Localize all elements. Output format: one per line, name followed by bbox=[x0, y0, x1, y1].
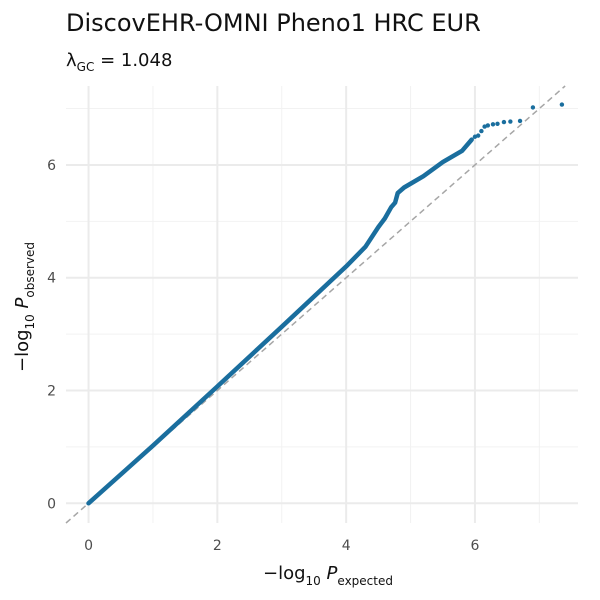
lambda-symbol: λ bbox=[66, 50, 77, 71]
data-point bbox=[508, 119, 513, 124]
data-point bbox=[517, 118, 523, 124]
chart-title: DiscovEHR-OMNI Pheno1 HRC EUR bbox=[66, 9, 481, 37]
data-point bbox=[490, 122, 496, 127]
dense-points-band bbox=[86, 137, 474, 506]
data-point bbox=[501, 119, 507, 125]
y-tick-label: 0 bbox=[47, 496, 56, 512]
y-tick-label: 6 bbox=[47, 158, 56, 174]
x-tick-labels: 0 2 4 6 bbox=[84, 538, 479, 554]
x-tick-label: 2 bbox=[213, 538, 222, 554]
major-gridlines bbox=[66, 86, 578, 523]
y-tick-label: 4 bbox=[47, 271, 56, 287]
data-point bbox=[485, 123, 491, 128]
data-point bbox=[475, 133, 481, 138]
data-point bbox=[559, 102, 565, 107]
y-tick-labels: 0 2 4 6 bbox=[47, 158, 56, 512]
chart-subtitle: λGC = 1.048 bbox=[66, 50, 172, 74]
x-tick-label: 4 bbox=[342, 538, 351, 554]
x-tick-label: 6 bbox=[470, 538, 479, 554]
y-tick-label: 2 bbox=[47, 383, 56, 399]
x-tick-label: 0 bbox=[84, 538, 93, 554]
lambda-value: 1.048 bbox=[121, 50, 173, 71]
lambda-subscript: GC bbox=[77, 60, 95, 74]
data-points bbox=[86, 102, 565, 506]
x-axis-label: −log10 Pexpected bbox=[263, 563, 393, 588]
data-point bbox=[479, 128, 484, 134]
data-point bbox=[530, 105, 536, 110]
lambda-relation: = bbox=[94, 50, 121, 71]
y-axis-label: −log10 Pobserved bbox=[12, 242, 37, 372]
data-point bbox=[495, 121, 500, 126]
